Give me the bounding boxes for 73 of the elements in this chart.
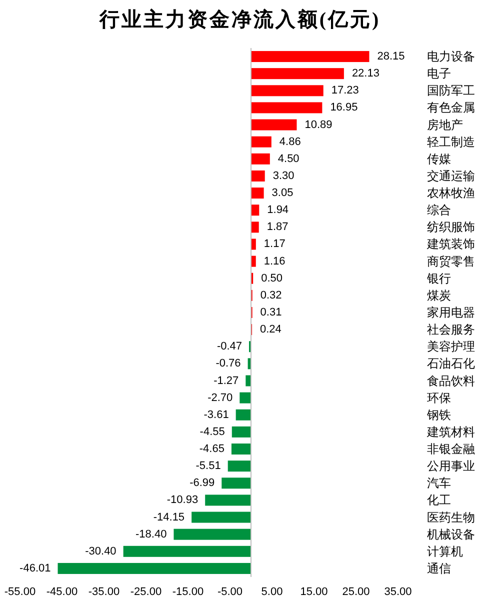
- data-label: -4.65: [199, 443, 224, 456]
- data-label: -30.40: [85, 545, 116, 558]
- data-label: -14.15: [153, 511, 185, 524]
- y-tick-label: 计算机: [427, 544, 463, 558]
- x-tick-label: -35.00: [88, 586, 120, 598]
- y-tick-label: 食品饮料: [427, 374, 475, 388]
- y-tick-label: 国防军工: [427, 84, 475, 98]
- data-label: 0.32: [260, 289, 282, 302]
- data-label: 22.13: [352, 68, 380, 80]
- y-tick-label: 轻工制造: [427, 134, 475, 149]
- y-tick-label: 农林牧渔: [427, 186, 475, 200]
- y-tick-label: 煤炭: [427, 288, 451, 302]
- data-label: -3.61: [204, 408, 229, 421]
- y-tick-label: 非银金融: [427, 442, 475, 456]
- y-tick-label: 建筑装饰: [426, 237, 475, 252]
- data-label: 0.31: [260, 306, 282, 318]
- y-tick-label: 通信: [427, 561, 451, 576]
- y-tick-label: 家用电器: [427, 306, 475, 320]
- x-tick-label: -45.00: [46, 586, 78, 598]
- data-label: 3.30: [272, 170, 294, 182]
- data-label: 4.86: [279, 136, 301, 148]
- x-tick-label: -25.00: [130, 586, 162, 598]
- data-label: 16.95: [330, 102, 358, 114]
- y-tick-label: 医药生物: [427, 510, 475, 524]
- data-label: -6.99: [190, 477, 215, 490]
- data-label: -0.47: [216, 340, 242, 353]
- y-tick-label: 有色金属: [427, 100, 475, 115]
- data-label: -2.70: [208, 392, 233, 404]
- x-tick-label: 35.00: [384, 586, 412, 598]
- data-label: 1.87: [266, 221, 288, 234]
- data-label: 0.50: [261, 272, 283, 284]
- data-label: 1.94: [267, 204, 289, 216]
- y-tick-label: 环保: [427, 390, 451, 405]
- y-tick-label: 公用事业: [427, 459, 475, 474]
- data-label: 28.15: [377, 50, 405, 63]
- data-label: 17.23: [331, 84, 359, 97]
- y-tick-label: 交通运输: [427, 168, 475, 183]
- data-label: 1.16: [264, 255, 286, 268]
- y-tick-label: 电力设备: [427, 50, 475, 64]
- data-label: 4.50: [278, 152, 300, 165]
- x-tick-label: 25.00: [342, 586, 370, 598]
- y-tick-label: 建筑材料: [426, 424, 475, 439]
- y-tick-label: 石油石化: [427, 356, 475, 371]
- y-tick-label: 社会服务: [427, 322, 475, 337]
- data-label: 10.89: [304, 118, 332, 131]
- y-tick-label: 汽车: [427, 476, 451, 490]
- data-label: 0.24: [260, 324, 282, 336]
- data-label: -10.93: [166, 494, 198, 506]
- y-tick-label: 纺织服饰: [427, 220, 475, 234]
- y-tick-label: 机械设备: [427, 527, 475, 542]
- chart-title: 行业主力资金净流入额(亿元): [98, 8, 381, 31]
- data-label: -5.51: [196, 460, 221, 472]
- y-tick-label: 钢铁: [426, 408, 451, 422]
- x-tick-label: -15.00: [172, 586, 204, 598]
- y-tick-label: 美容护理: [427, 340, 475, 354]
- x-tick-label: -55.00: [4, 586, 36, 598]
- y-tick-label: 化工: [427, 493, 451, 508]
- data-label: -4.55: [200, 426, 225, 438]
- y-tick-label: 银行: [426, 271, 451, 286]
- y-tick-label: 传媒: [427, 152, 451, 166]
- data-label: 3.05: [272, 187, 294, 200]
- x-tick-label: 15.00: [300, 586, 328, 598]
- x-tick-label: 5.00: [261, 586, 283, 598]
- data-label: -1.27: [214, 374, 239, 387]
- x-tick-label: -5.00: [217, 586, 243, 598]
- y-tick-label: 综合: [427, 203, 451, 218]
- data-label: 1.17: [264, 238, 286, 250]
- data-label: -46.01: [20, 562, 51, 574]
- data-label: -18.40: [136, 528, 167, 540]
- data-label: -0.76: [216, 358, 241, 370]
- y-tick-label: 电子: [427, 66, 451, 81]
- y-tick-label: 房地产: [427, 118, 463, 132]
- y-tick-label: 商贸零售: [427, 254, 475, 268]
